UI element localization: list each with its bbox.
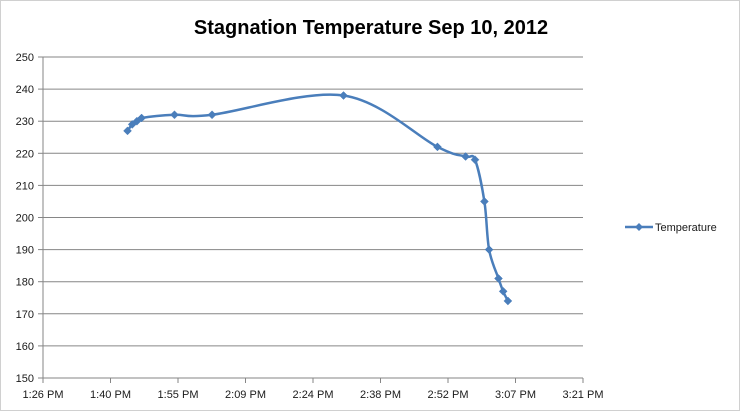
y-tick-label: 180 xyxy=(16,277,34,289)
data-point-marker xyxy=(461,152,470,161)
data-point-marker xyxy=(137,113,146,123)
y-tick-label: 220 xyxy=(16,148,34,160)
y-tick-label: 160 xyxy=(16,341,34,353)
y-tick-label: 150 xyxy=(16,373,34,385)
x-tick-label: 3:07 PM xyxy=(495,389,536,401)
data-point-marker xyxy=(480,197,489,206)
x-tick-label: 1:26 PM xyxy=(23,389,64,401)
x-tick-labels: 1:26 PM 1:40 PM 1:55 PM 2:09 PM 2:24 PM 2:38 … xyxy=(23,389,604,401)
series-temperature xyxy=(123,91,513,306)
data-point-marker xyxy=(170,110,179,120)
y-tick-label: 170 xyxy=(16,309,34,321)
data-point-marker xyxy=(339,91,348,100)
data-point-marker xyxy=(498,286,508,296)
x-tick-label: 2:38 PM xyxy=(360,389,401,401)
y-tick-labels: 150 160 170 180 190 200 210 220 230 240 250 xyxy=(16,52,34,385)
y-tick-label: 250 xyxy=(16,52,34,64)
legend: Temperature xyxy=(625,222,717,234)
legend-marker xyxy=(635,223,643,231)
y-tick-label: 230 xyxy=(16,116,34,128)
x-tick-label: 2:52 PM xyxy=(428,389,469,401)
gridlines xyxy=(38,56,583,379)
x-tick-label: 2:09 PM xyxy=(225,389,266,401)
x-tick-label: 1:55 PM xyxy=(158,389,199,401)
x-tick-label: 1:40 PM xyxy=(90,389,131,401)
data-point-marker xyxy=(207,110,217,120)
data-point-marker xyxy=(503,296,513,306)
data-point-marker xyxy=(484,245,494,254)
series-line xyxy=(126,93,509,302)
axes xyxy=(42,57,584,383)
data-point-marker xyxy=(470,155,480,165)
y-tick-label: 190 xyxy=(16,245,34,257)
data-point-marker xyxy=(123,126,132,136)
x-tick-label: 2:24 PM xyxy=(293,389,334,401)
y-tick-label: 240 xyxy=(16,84,34,96)
legend-label: Temperature xyxy=(655,222,717,234)
chart-title: Stagnation Temperature Sep 10, 2012 xyxy=(194,17,548,39)
y-tick-label: 210 xyxy=(16,180,34,192)
data-point-marker xyxy=(433,142,442,152)
y-tick-label: 200 xyxy=(16,213,34,225)
x-tick-label: 3:21 PM xyxy=(563,389,604,401)
data-point-marker xyxy=(494,274,503,283)
